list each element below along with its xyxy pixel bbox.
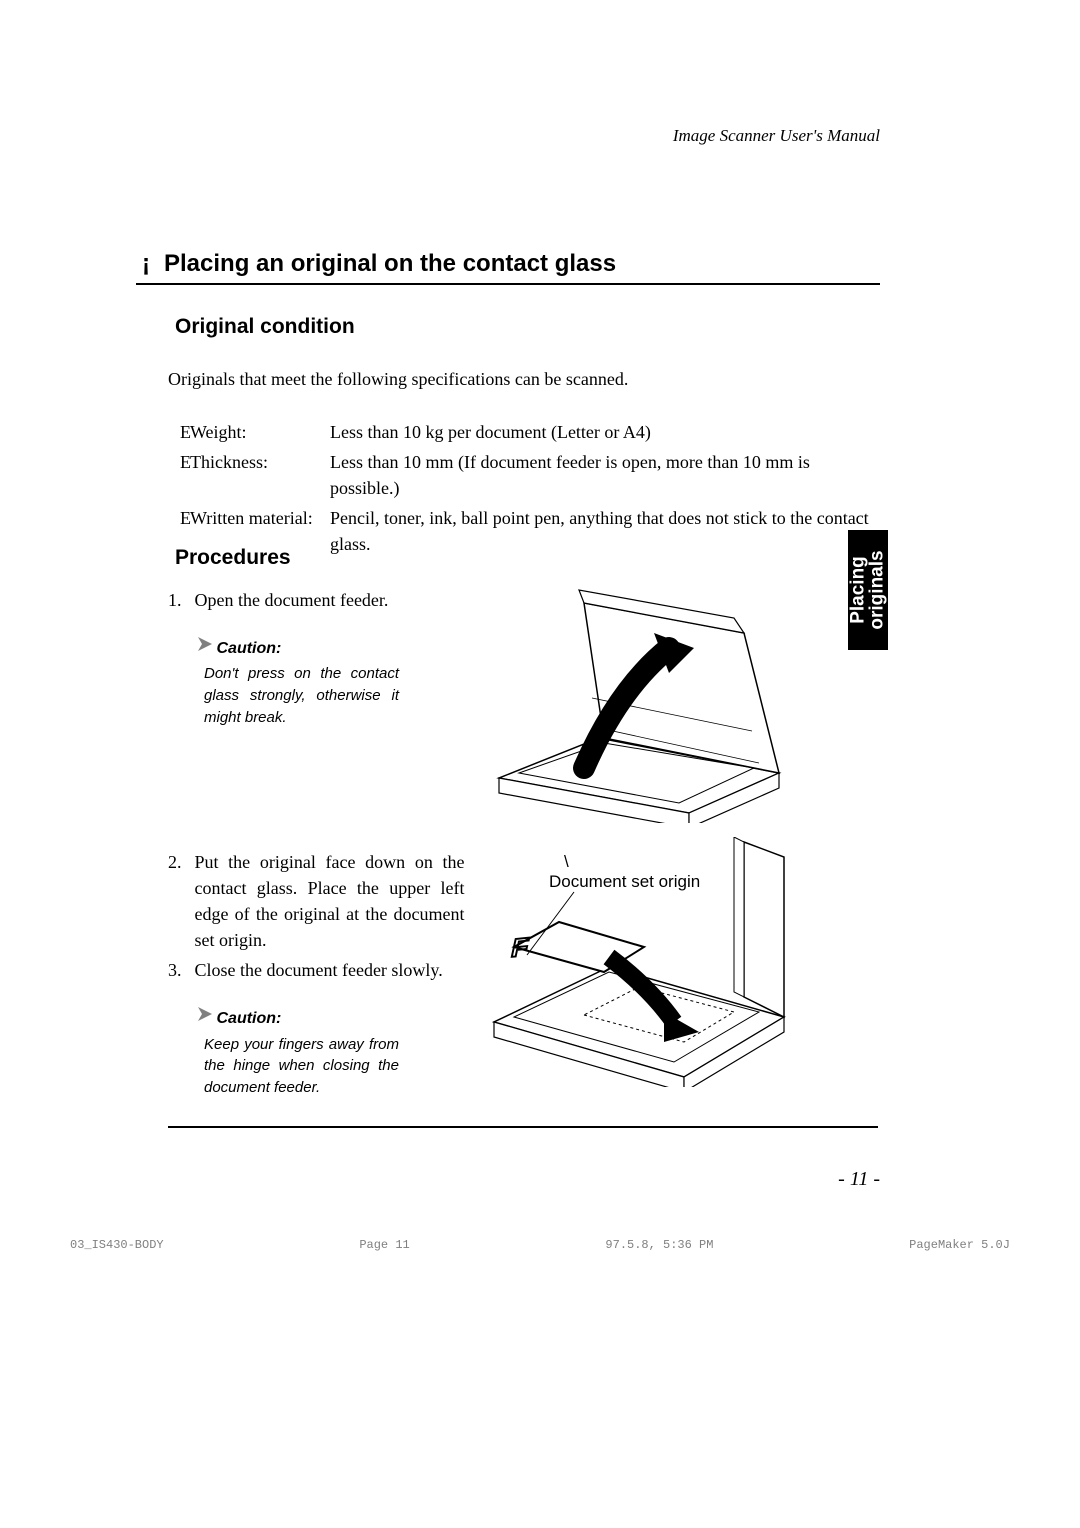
figure-callout-marker: \ [564, 852, 569, 872]
spec-label: Thickness: [190, 449, 330, 501]
footer-right2: PageMaker 5.0J [909, 1238, 1010, 1252]
step-2-3: 2. Put the original face down on the con… [168, 849, 478, 1099]
caution-arrow-icon [198, 637, 212, 651]
caution-label: Caution: [217, 637, 282, 660]
caution-arrow-icon [198, 1007, 212, 1021]
side-tab-line2: originals [867, 550, 888, 629]
caution-label: Caution: [217, 1007, 282, 1030]
section-title-text: Placing an original on the contact glass [164, 250, 616, 278]
step-text: Close the document feeder slowly. [195, 957, 465, 983]
spec-row: E Weight: Less than 10 kg per document (… [180, 419, 880, 445]
heading-original-condition: Original condition [175, 315, 355, 339]
caution-text: Keep your fingers away from the hinge wh… [204, 1034, 399, 1099]
side-tab: Placing originals [848, 530, 888, 650]
header-doc-title: Image Scanner User's Manual [673, 126, 880, 146]
caution-block: Caution: Don't press on the contact glas… [198, 637, 468, 729]
step-number: 1. [168, 587, 190, 613]
intro-text: Originals that meet the following specif… [168, 366, 868, 392]
section-title-marker: ¡ [136, 250, 160, 278]
bottom-rule [168, 1126, 878, 1128]
figure-open-feeder [488, 577, 788, 822]
spec-value: Less than 10 kg per document (Letter or … [330, 419, 880, 445]
figure-place-original: \ Document set origin F [488, 836, 788, 1086]
footer-right1: 97.5.8, 5:36 PM [605, 1238, 713, 1252]
svg-text:F: F [509, 932, 532, 963]
footer-center: Page 11 [359, 1238, 409, 1252]
caution-text: Don't press on the contact glass strongl… [204, 663, 399, 728]
spec-label: Weight: [190, 419, 330, 445]
scanner-open-illustration [489, 578, 789, 823]
spec-row: E Thickness: Less than 10 mm (If documen… [180, 449, 880, 501]
spec-value: Pencil, toner, ink, ball point pen, anyt… [330, 505, 880, 557]
step-number: 2. [168, 849, 190, 875]
spec-bullet: E [180, 419, 190, 445]
spec-list: E Weight: Less than 10 kg per document (… [180, 415, 880, 557]
footer: 03_IS430-BODY Page 11 97.5.8, 5:36 PM Pa… [70, 1238, 1010, 1252]
heading-procedures: Procedures [175, 546, 291, 570]
caution-block: Caution: Keep your fingers away from the… [198, 1007, 478, 1099]
step-number: 3. [168, 957, 190, 983]
spec-value: Less than 10 mm (If document feeder is o… [330, 449, 880, 501]
step-text: Open the document feeder. [195, 587, 465, 613]
page: Image Scanner User's Manual ¡ Placing an… [0, 0, 1080, 1528]
figure-callout-text: Document set origin [549, 872, 700, 892]
section-title: ¡ Placing an original on the contact gla… [136, 250, 880, 285]
spec-bullet: E [180, 449, 190, 501]
footer-left: 03_IS430-BODY [70, 1238, 164, 1252]
step-text: Put the original face down on the contac… [195, 849, 465, 953]
step-1: 1. Open the document feeder. Caution: Do… [168, 587, 468, 729]
page-number: - 11 - [838, 1168, 880, 1191]
